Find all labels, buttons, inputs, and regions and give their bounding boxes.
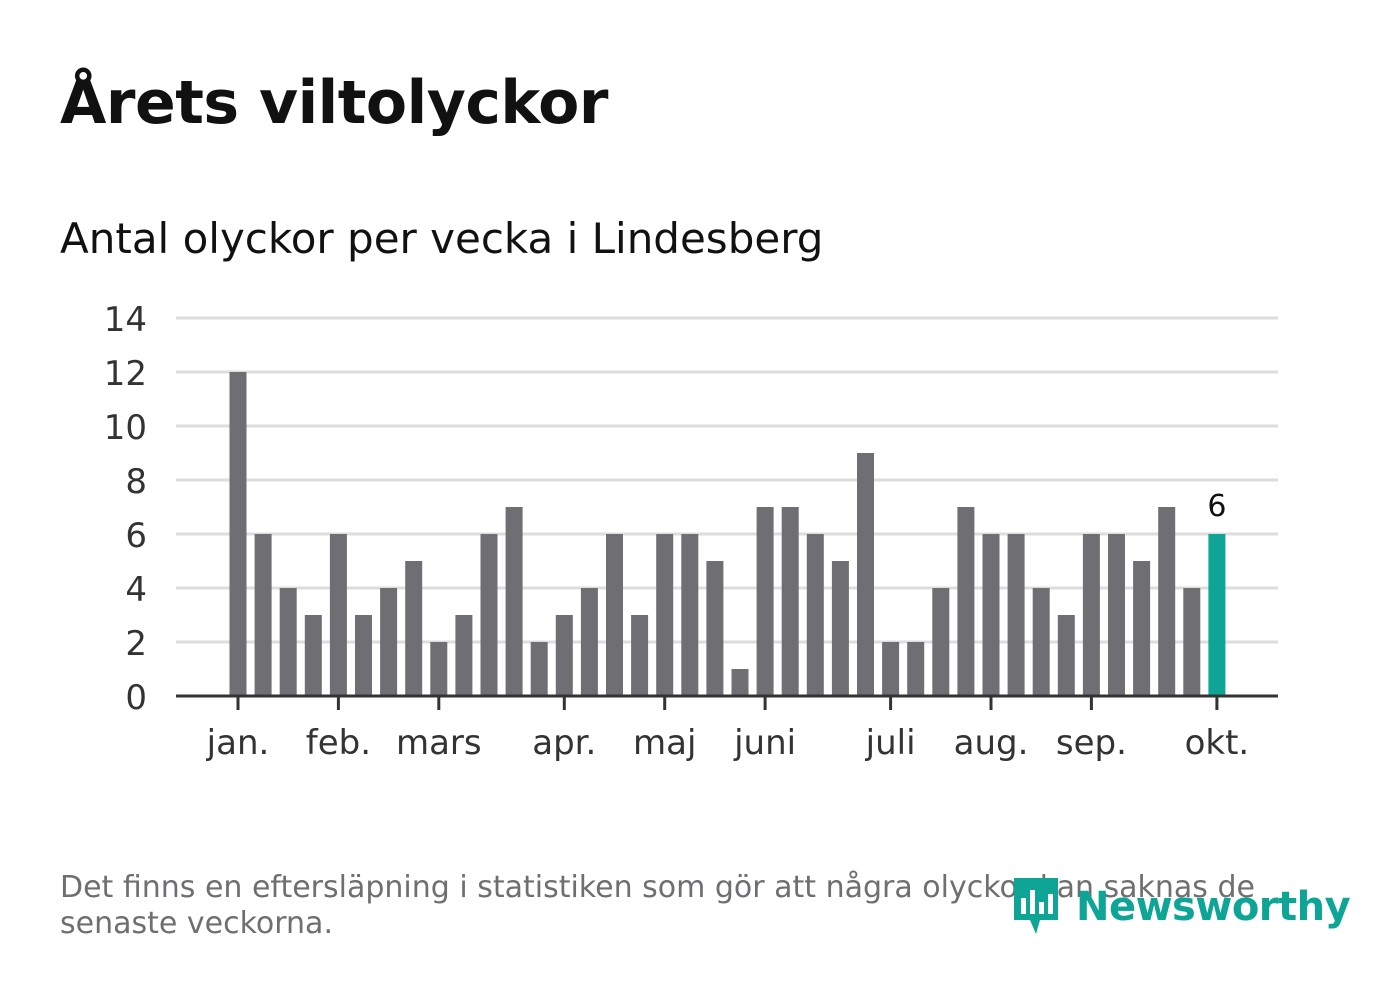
bar — [530, 642, 548, 696]
bar — [355, 615, 372, 696]
bar — [606, 534, 623, 696]
bar — [279, 588, 297, 696]
bar-chart: 0 2 4 6 8 10 12 14 jan. feb. mars apr. maj juni juli a… — [104, 300, 1278, 763]
bar — [455, 615, 473, 696]
y-tick-label: 8 — [125, 462, 147, 502]
bar — [304, 615, 322, 696]
bar — [756, 507, 774, 696]
chart-subtitle: Antal olyckor per vecka i Lindesberg — [60, 214, 824, 263]
y-tick-label: 0 — [125, 678, 147, 718]
bar — [831, 561, 849, 696]
y-tick-label: 4 — [125, 570, 147, 610]
highlight-data-label: 6 — [1207, 489, 1226, 524]
bar — [631, 615, 649, 696]
bar — [405, 561, 423, 696]
bar — [380, 588, 398, 696]
x-axis-labels: jan. feb. mars apr. maj juni juli aug. sep. okt. — [206, 696, 1250, 763]
data-labels: 6 — [1207, 489, 1226, 524]
x-tick-label: mars — [396, 723, 482, 763]
bar — [907, 642, 925, 696]
x-tick-label: maj — [633, 723, 696, 763]
bar — [1108, 534, 1125, 696]
y-tick-label: 6 — [125, 516, 147, 556]
y-tick-label: 12 — [104, 354, 147, 394]
bar — [555, 615, 573, 696]
bar — [254, 534, 272, 696]
x-tick-label: aug. — [954, 723, 1029, 763]
x-tick-label: juli — [865, 723, 916, 763]
bars — [229, 372, 1226, 696]
bar — [1082, 534, 1100, 696]
x-tick-label: okt. — [1185, 723, 1250, 763]
bar — [656, 534, 674, 696]
bar — [1183, 588, 1201, 696]
bar — [1057, 615, 1075, 696]
x-tick-label: juni — [733, 723, 796, 763]
bar — [480, 534, 498, 696]
y-tick-label: 14 — [104, 300, 147, 340]
y-axis-labels: 0 2 4 6 8 10 12 14 — [104, 300, 147, 718]
bar — [957, 507, 975, 696]
y-tick-label: 10 — [104, 408, 147, 448]
bar — [982, 534, 1000, 696]
bar — [731, 669, 749, 696]
bar — [229, 372, 247, 696]
bar — [932, 588, 950, 696]
bar — [505, 507, 523, 696]
bar — [430, 642, 448, 696]
bar — [1007, 534, 1025, 696]
bar — [329, 534, 347, 696]
bar — [681, 534, 699, 696]
logo-text: Newsworthy — [1076, 884, 1351, 930]
x-tick-label: sep. — [1056, 723, 1127, 763]
bar — [1133, 561, 1151, 696]
x-tick-label: jan. — [206, 723, 270, 763]
x-tick-label: apr. — [532, 723, 596, 763]
bar — [882, 642, 900, 696]
bar — [781, 507, 799, 696]
bar — [1158, 507, 1176, 696]
newsworthy-logo-icon — [1014, 878, 1058, 934]
bar-highlight — [1208, 534, 1226, 696]
bar — [857, 453, 874, 696]
y-tick-label: 2 — [125, 624, 147, 664]
bar — [580, 588, 598, 696]
chart-title: Årets viltolyckor — [60, 68, 609, 138]
bar — [1032, 588, 1050, 696]
x-tick-label: feb. — [306, 723, 371, 763]
bar — [806, 534, 824, 696]
bar — [706, 561, 724, 696]
newsworthy-logo: Newsworthy — [1010, 872, 1351, 942]
